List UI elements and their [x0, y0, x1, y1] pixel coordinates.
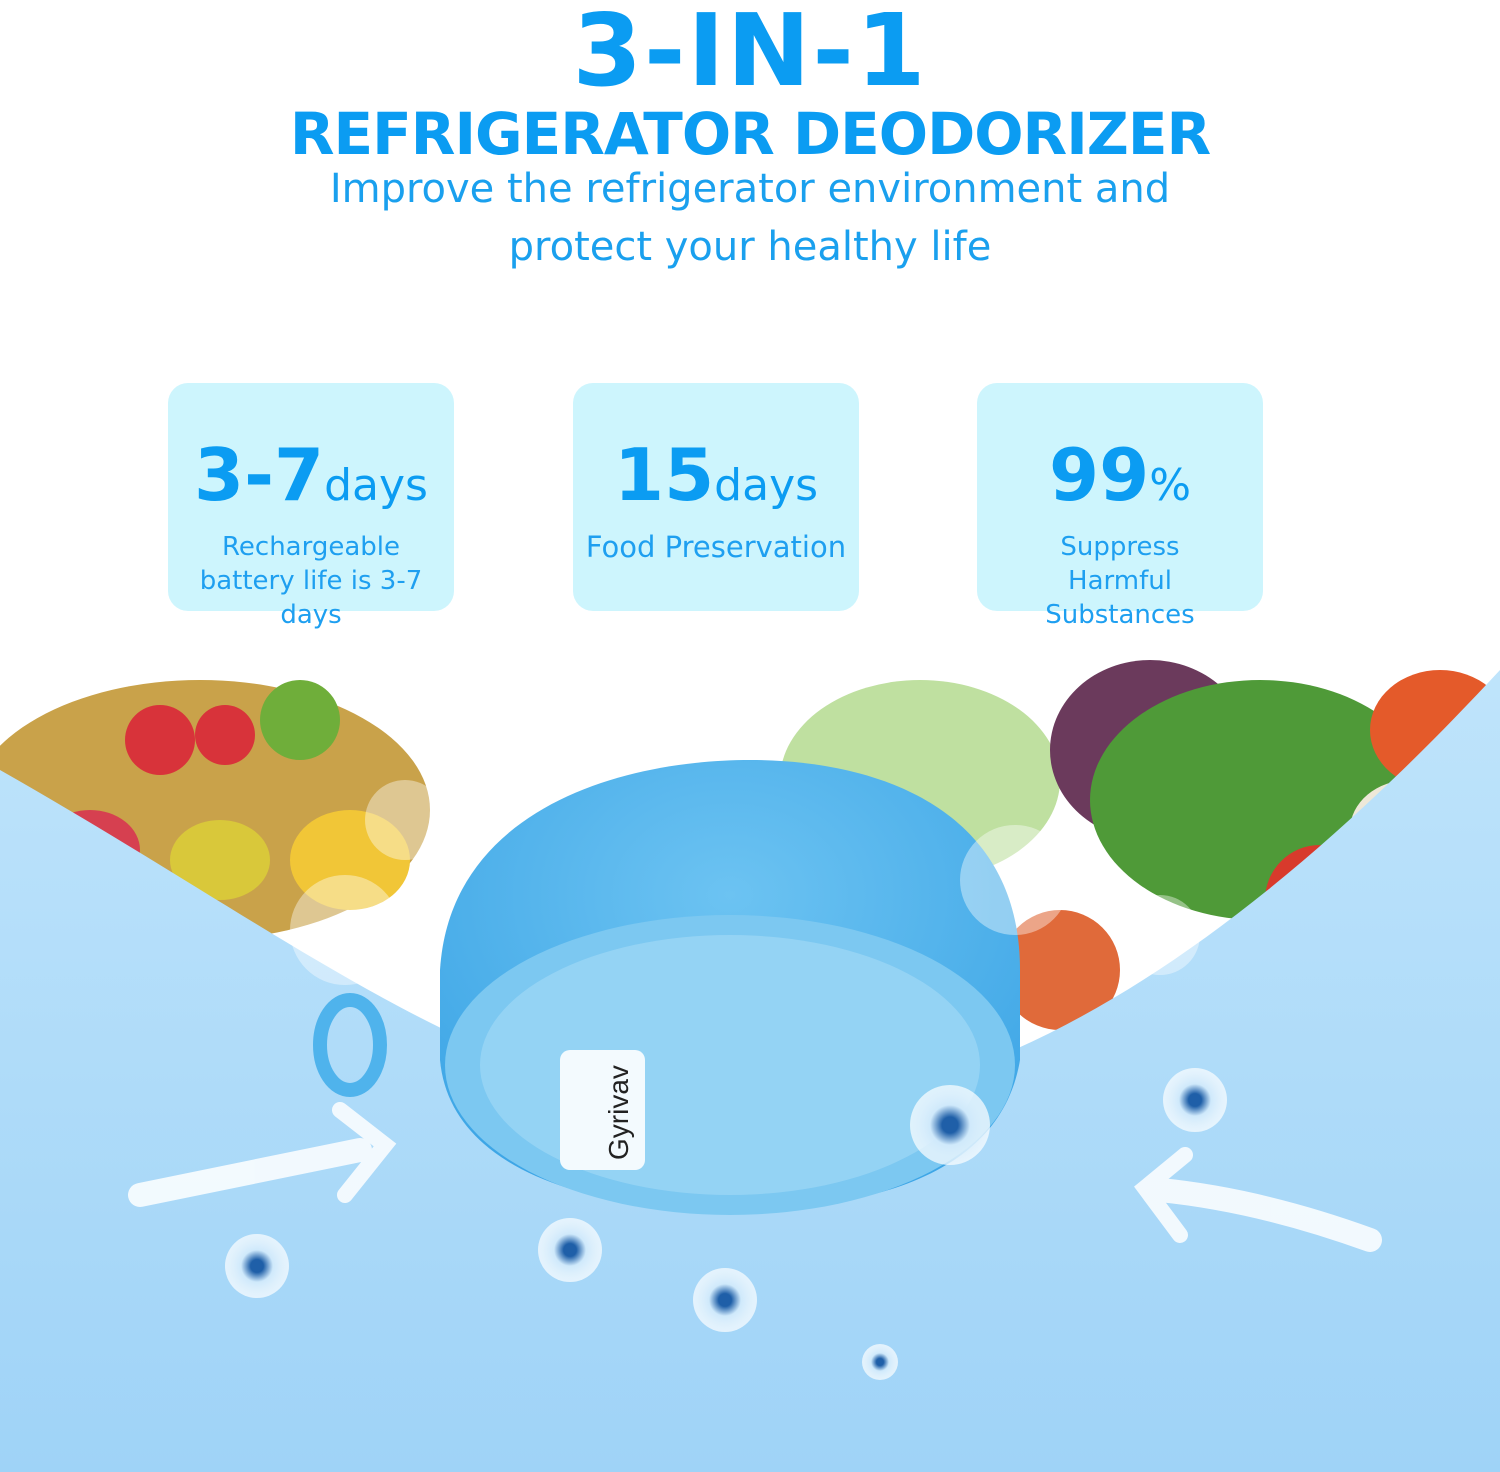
- tagline-line-2: protect your healthy life: [508, 224, 992, 270]
- feature-description: Rechargeable battery life is 3-7 days: [199, 532, 423, 630]
- feature-unit: days: [714, 460, 819, 511]
- product-scene: Gyrivav: [0, 660, 1500, 1472]
- device: Gyrivav: [313, 760, 1020, 1215]
- feature-unit: days: [324, 460, 428, 511]
- feature-value: 99: [1048, 433, 1150, 517]
- tagline-line-1: Improve the refrigerator environment and: [329, 166, 1171, 212]
- feature-description: Suppress Harmful Substances: [1045, 532, 1195, 630]
- arrow-icon: [128, 1102, 1382, 1252]
- page-subtitle: REFRIGERATOR DEODORIZER: [289, 100, 1211, 168]
- feature-card-preservation: 15days Food Preservation: [573, 383, 859, 611]
- air-bubbles: [225, 780, 1227, 1380]
- feature-value: 3-7: [194, 433, 325, 517]
- page-title: 3-IN-1: [572, 0, 928, 109]
- feature-value: 15: [613, 433, 715, 517]
- feature-unit: %: [1149, 460, 1191, 511]
- brand-logo: Gyrivav: [603, 1065, 634, 1160]
- feature-card-battery: 3-7days Rechargeable battery life is 3-7…: [168, 383, 454, 630]
- feature-description: Food Preservation: [585, 530, 847, 564]
- feature-card-suppression: 99% Suppress Harmful Substances: [977, 383, 1263, 630]
